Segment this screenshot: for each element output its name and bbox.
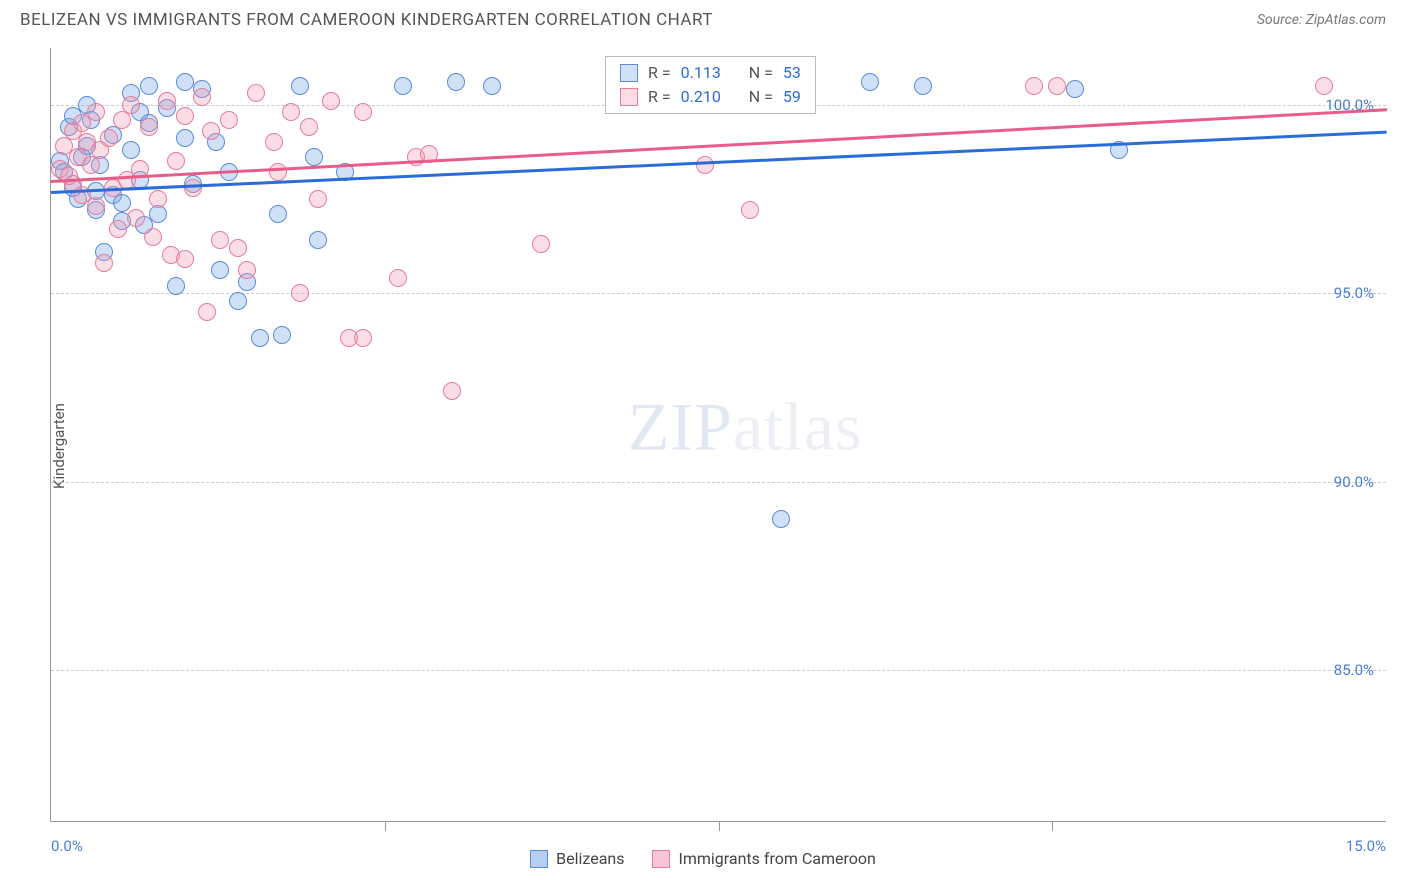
data-point <box>354 103 372 121</box>
data-point <box>772 510 790 528</box>
stat-r-label: R = <box>648 85 671 109</box>
gridline-h <box>51 670 1386 671</box>
data-point <box>127 209 145 227</box>
data-point <box>269 205 287 223</box>
data-point <box>861 73 879 91</box>
trend-line <box>51 131 1387 194</box>
data-point <box>1066 80 1084 98</box>
data-point <box>1025 77 1043 95</box>
stat-n-label: N = <box>749 85 773 109</box>
legend-swatch <box>530 850 548 868</box>
stats-legend: R = 0.113 N = 53 R = 0.210 N = 59 <box>605 56 816 114</box>
data-point <box>741 201 759 219</box>
data-point <box>300 118 318 136</box>
data-point <box>914 77 932 95</box>
stat-n-value: 53 <box>783 61 801 85</box>
data-point <box>176 73 194 91</box>
stat-r-value: 0.113 <box>681 61 721 85</box>
legend-swatch <box>620 88 638 106</box>
data-point <box>176 129 194 147</box>
source-attribution: Source: ZipAtlas.com <box>1257 12 1386 28</box>
stat-r-value: 0.210 <box>681 85 721 109</box>
x-tick <box>1052 821 1053 831</box>
stat-n-value: 59 <box>783 85 801 109</box>
data-point <box>149 190 167 208</box>
data-point <box>176 250 194 268</box>
y-tick-label: 95.0% <box>1334 284 1374 302</box>
data-point <box>193 88 211 106</box>
data-point <box>247 84 265 102</box>
data-point <box>109 220 127 238</box>
data-point <box>696 156 714 174</box>
data-point <box>273 326 291 344</box>
data-point <box>282 103 300 121</box>
y-tick-label: 85.0% <box>1334 661 1374 679</box>
data-point <box>309 190 327 208</box>
data-point <box>202 122 220 140</box>
x-tick <box>385 821 386 831</box>
x-tick <box>719 821 720 831</box>
y-tick-label: 90.0% <box>1334 473 1374 491</box>
data-point <box>122 96 140 114</box>
gridline-h <box>51 482 1386 483</box>
data-point <box>158 92 176 110</box>
stat-n-label: N = <box>749 61 773 85</box>
data-point <box>443 382 461 400</box>
data-point <box>389 269 407 287</box>
data-point <box>265 133 283 151</box>
stats-legend-row: R = 0.113 N = 53 <box>606 61 815 85</box>
data-point <box>100 129 118 147</box>
data-point <box>140 77 158 95</box>
series-legend: Belizeans Immigrants from Cameroon <box>0 849 1406 868</box>
data-point <box>483 77 501 95</box>
data-point <box>447 73 465 91</box>
data-point <box>144 228 162 246</box>
trend-line <box>51 108 1387 182</box>
watermark: ZIPatlas <box>628 387 863 466</box>
data-point <box>251 329 269 347</box>
legend-swatch <box>620 64 638 82</box>
data-point <box>1315 77 1333 95</box>
data-point <box>238 261 256 279</box>
data-point <box>354 329 372 347</box>
data-point <box>291 284 309 302</box>
data-point <box>532 235 550 253</box>
data-point <box>1048 77 1066 95</box>
data-point <box>229 292 247 310</box>
stat-r-label: R = <box>648 61 671 85</box>
data-point <box>95 254 113 272</box>
data-point <box>167 152 185 170</box>
data-point <box>140 118 158 136</box>
chart-title: BELIZEAN VS IMMIGRANTS FROM CAMEROON KIN… <box>20 10 713 30</box>
data-point <box>229 239 247 257</box>
data-point <box>198 303 216 321</box>
data-point <box>211 261 229 279</box>
data-point <box>305 148 323 166</box>
legend-item: Immigrants from Cameroon <box>652 849 875 868</box>
legend-label: Immigrants from Cameroon <box>678 849 875 868</box>
data-point <box>113 194 131 212</box>
data-point <box>87 197 105 215</box>
legend-label: Belizeans <box>556 849 624 868</box>
legend-swatch <box>652 850 670 868</box>
data-point <box>122 141 140 159</box>
chart-header: BELIZEAN VS IMMIGRANTS FROM CAMEROON KIN… <box>0 0 1406 38</box>
data-point <box>269 163 287 181</box>
data-point <box>87 103 105 121</box>
stats-legend-row: R = 0.210 N = 59 <box>606 85 815 109</box>
data-point <box>291 77 309 95</box>
data-point <box>220 111 238 129</box>
data-point <box>176 107 194 125</box>
data-point <box>184 179 202 197</box>
data-point <box>394 77 412 95</box>
scatter-chart: 85.0%90.0%95.0%100.0%0.0%15.0%ZIPatlasR … <box>50 48 1386 822</box>
gridline-h <box>51 293 1386 294</box>
data-point <box>167 277 185 295</box>
data-point <box>309 231 327 249</box>
data-point <box>211 231 229 249</box>
data-point <box>322 92 340 110</box>
legend-item: Belizeans <box>530 849 624 868</box>
